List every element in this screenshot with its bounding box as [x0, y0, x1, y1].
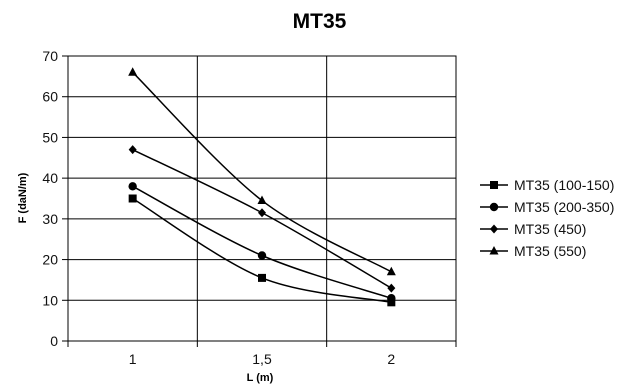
x-tick-label: 1,5	[252, 351, 272, 367]
y-tick-label: 70	[42, 48, 58, 64]
data-point	[257, 251, 267, 260]
y-tick-label: 0	[50, 333, 58, 349]
legend-marker	[489, 202, 499, 212]
legend-swatch	[480, 224, 508, 234]
legend-swatch	[480, 246, 508, 255]
data-point	[386, 266, 396, 276]
legend-marker	[490, 181, 498, 189]
data-point	[387, 283, 396, 293]
y-axis-label: F (daN/m)	[17, 172, 29, 224]
legend-swatch	[480, 181, 508, 189]
legend-label: MT35 (200-350)	[514, 199, 615, 215]
legend-label: MT35 (100-150)	[514, 177, 615, 193]
x-axis-label: L (m)	[246, 372, 274, 384]
data-point	[387, 294, 396, 303]
legend-marker	[489, 246, 499, 255]
y-tick-label: 60	[42, 89, 58, 105]
legend-marker	[490, 224, 498, 234]
data-point	[258, 273, 266, 282]
data-point	[128, 194, 137, 203]
data-point	[128, 182, 137, 191]
y-tick-label: 10	[42, 292, 58, 308]
data-point	[128, 145, 137, 155]
legend-swatch	[480, 202, 508, 212]
y-tick-label: 30	[42, 211, 58, 227]
y-tick-label: 50	[42, 129, 58, 145]
y-tick-label: 40	[42, 170, 58, 186]
data-point	[258, 208, 266, 218]
data-point	[257, 195, 267, 205]
y-tick-label: 20	[42, 252, 58, 268]
legend-label: MT35 (450)	[514, 221, 587, 237]
chart-title: MT35	[292, 10, 347, 33]
legend-label: MT35 (550)	[514, 243, 587, 259]
data-point	[128, 67, 138, 76]
x-tick-label: 2	[387, 351, 395, 367]
x-tick-label: 1	[129, 351, 137, 367]
